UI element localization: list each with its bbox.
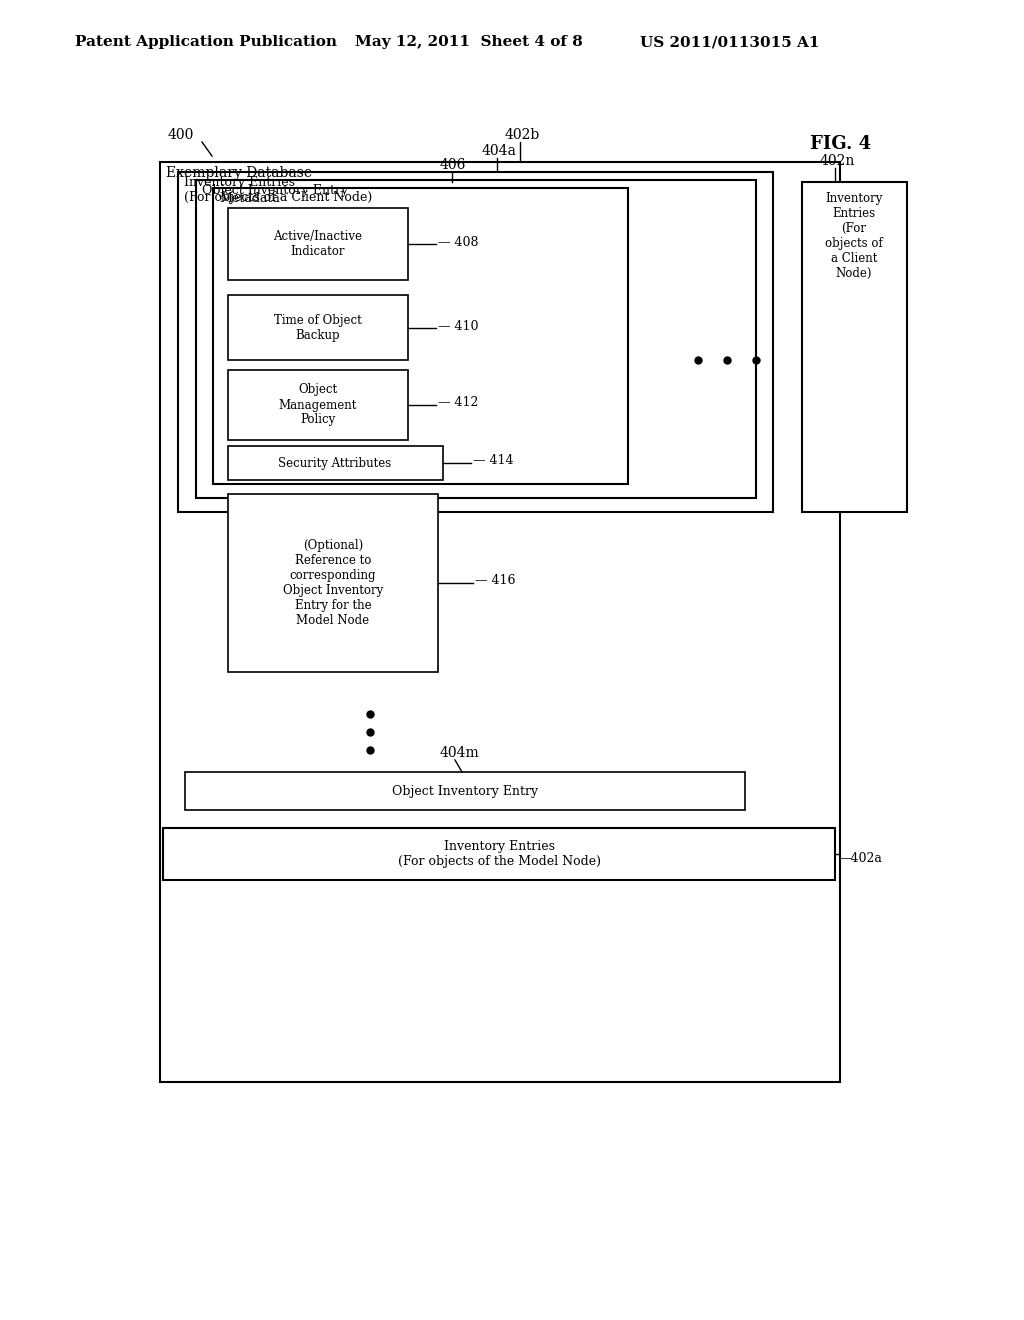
Bar bbox=[213, 187, 628, 484]
Text: Object
Management
Policy: Object Management Policy bbox=[279, 384, 357, 426]
Text: Patent Application Publication: Patent Application Publication bbox=[75, 36, 337, 49]
Text: —402a: —402a bbox=[838, 851, 882, 865]
Bar bbox=[185, 772, 745, 810]
Bar bbox=[160, 162, 840, 1082]
Text: Security Attributes: Security Attributes bbox=[279, 457, 391, 470]
Bar bbox=[228, 294, 408, 360]
Text: Time of Object
Backup: Time of Object Backup bbox=[274, 314, 361, 342]
Text: 400: 400 bbox=[168, 128, 195, 143]
Text: 404a: 404a bbox=[482, 144, 517, 158]
Bar bbox=[163, 828, 835, 880]
Text: Inventory
Entries
(For
objects of
a Client
Node): Inventory Entries (For objects of a Clie… bbox=[825, 191, 883, 280]
Bar bbox=[228, 494, 438, 672]
Text: FIG. 4: FIG. 4 bbox=[810, 135, 871, 153]
Bar bbox=[228, 446, 443, 480]
Bar bbox=[196, 180, 756, 498]
Text: May 12, 2011  Sheet 4 of 8: May 12, 2011 Sheet 4 of 8 bbox=[355, 36, 583, 49]
Text: (Optional)
Reference to
corresponding
Object Inventory
Entry for the
Model Node: (Optional) Reference to corresponding Ob… bbox=[283, 539, 383, 627]
Text: Inventory Entries
(For objects of the Model Node): Inventory Entries (For objects of the Mo… bbox=[397, 840, 600, 869]
Text: — 414: — 414 bbox=[473, 454, 513, 467]
Text: Object Inventory Entry: Object Inventory Entry bbox=[392, 784, 538, 797]
Text: Inventory Entries
(For objects of a Client Node): Inventory Entries (For objects of a Clie… bbox=[184, 176, 373, 205]
Bar bbox=[178, 172, 773, 512]
Text: Metadata: Metadata bbox=[219, 191, 280, 205]
Text: 406: 406 bbox=[440, 158, 466, 172]
Bar bbox=[802, 182, 907, 512]
Bar bbox=[228, 209, 408, 280]
Text: — 410: — 410 bbox=[438, 319, 478, 333]
Text: US 2011/0113015 A1: US 2011/0113015 A1 bbox=[640, 36, 819, 49]
Text: — 412: — 412 bbox=[438, 396, 478, 409]
Text: Object Inventory Entry: Object Inventory Entry bbox=[202, 183, 348, 197]
Text: 404m: 404m bbox=[440, 746, 480, 760]
Text: 402b: 402b bbox=[505, 128, 541, 143]
Text: 402n: 402n bbox=[820, 154, 855, 168]
Text: — 408: — 408 bbox=[438, 235, 478, 248]
Bar bbox=[228, 370, 408, 440]
Text: — 416: — 416 bbox=[475, 574, 515, 587]
Text: Exemplary Database: Exemplary Database bbox=[166, 166, 312, 180]
Text: Active/Inactive
Indicator: Active/Inactive Indicator bbox=[273, 230, 362, 257]
